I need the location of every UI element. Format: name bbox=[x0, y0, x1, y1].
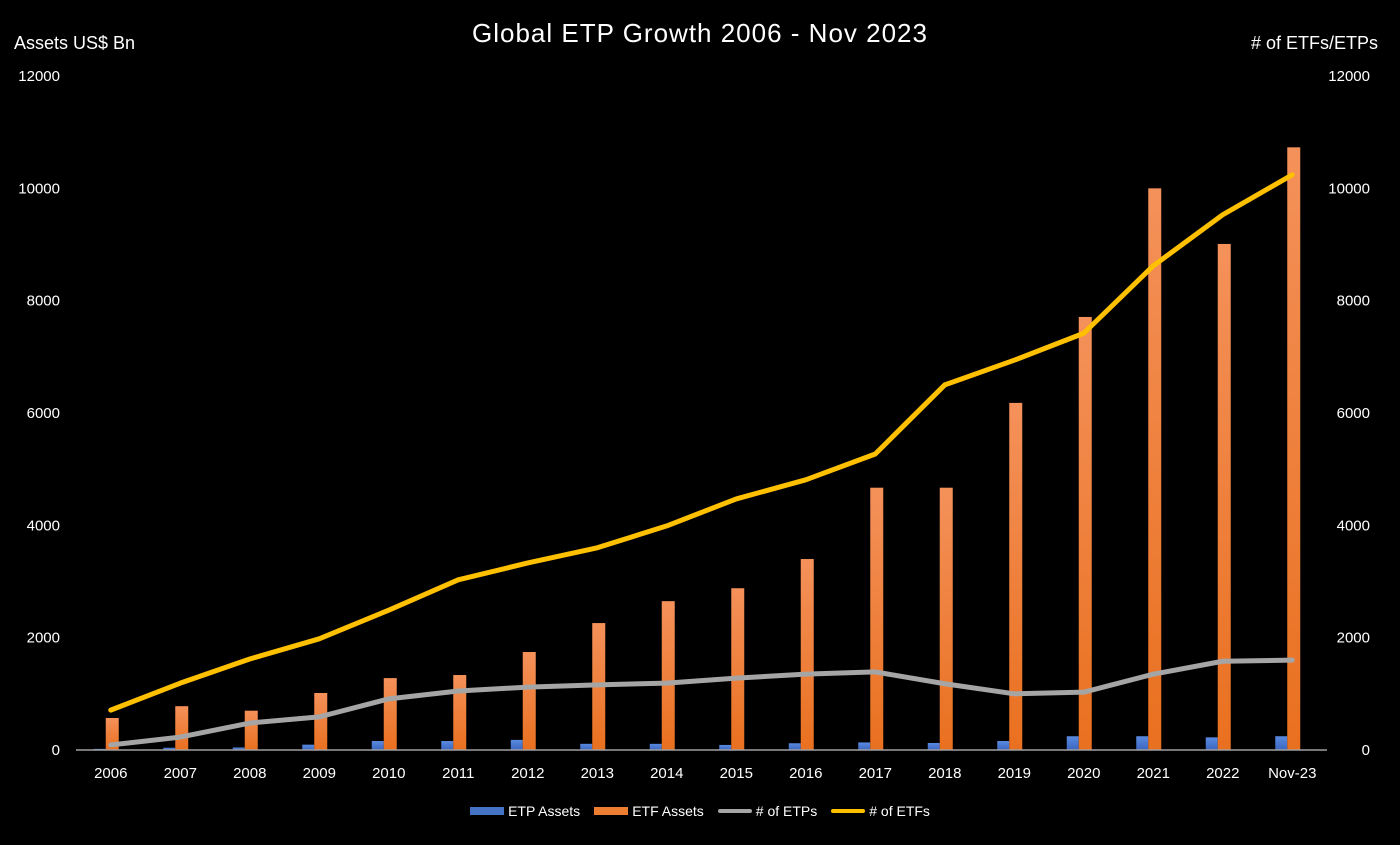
x-tick-label: 2013 bbox=[581, 765, 614, 782]
right-y-tick-label: 4000 bbox=[1337, 517, 1370, 534]
etf-assets-bar bbox=[731, 588, 745, 750]
x-tick-label: 2006 bbox=[94, 765, 127, 782]
etf-assets-bar bbox=[314, 692, 328, 750]
etp-assets-bar bbox=[1136, 736, 1149, 750]
x-tick-label: 2009 bbox=[303, 765, 336, 782]
etf-assets-bar bbox=[522, 651, 536, 750]
etp-assets-bar bbox=[1205, 737, 1218, 750]
legend-swatch bbox=[831, 809, 866, 813]
etf-assets-bar bbox=[1009, 402, 1023, 750]
right-y-tick-label: 12000 bbox=[1328, 68, 1370, 85]
left-y-tick-label: 4000 bbox=[27, 517, 60, 534]
x-tick-label: 2014 bbox=[650, 765, 683, 782]
x-tick-label: 2021 bbox=[1137, 765, 1170, 782]
etf-assets-bar bbox=[661, 601, 675, 750]
x-tick-label: Nov-23 bbox=[1268, 765, 1316, 782]
left-y-tick-label: 2000 bbox=[27, 630, 60, 647]
x-tick-label: 2017 bbox=[859, 765, 892, 782]
x-tick-label: 2020 bbox=[1067, 765, 1100, 782]
right-y-tick-label: 0 bbox=[1362, 742, 1370, 759]
x-tick-label: 2008 bbox=[233, 765, 266, 782]
right-y-tick-label: 10000 bbox=[1328, 180, 1370, 197]
etp-assets-bar bbox=[510, 739, 523, 750]
legend-swatch bbox=[470, 807, 505, 815]
x-tick-label: 2016 bbox=[789, 765, 822, 782]
legend-item: ETP Assets bbox=[470, 803, 580, 819]
etfs-count-line bbox=[108, 172, 1295, 713]
etf-assets-bar bbox=[800, 559, 814, 750]
etp-assets-bar bbox=[788, 743, 801, 750]
etp-assets-bar bbox=[927, 742, 940, 750]
chart-title: Global ETP Growth 2006 - Nov 2023 bbox=[472, 18, 928, 48]
right-y-tick-label: 8000 bbox=[1337, 293, 1370, 310]
etp-assets-bar bbox=[163, 747, 176, 750]
left-axis-label: Assets US$ Bn bbox=[14, 33, 136, 53]
legend-item: # of ETFs bbox=[831, 803, 930, 819]
right-axis-label: # of ETFs/ETPs bbox=[1250, 33, 1378, 53]
etf-assets-bar bbox=[244, 710, 258, 750]
left-y-tick-label: 12000 bbox=[18, 68, 60, 85]
left-y-tick-label: 0 bbox=[52, 742, 60, 759]
etf-assets-bar bbox=[939, 487, 953, 750]
etp-assets-bar bbox=[371, 741, 384, 750]
x-tick-label: 2019 bbox=[998, 765, 1031, 782]
legend-label: # of ETPs bbox=[755, 803, 818, 819]
legend-label: ETF Assets bbox=[632, 803, 704, 819]
etf-assets-bar bbox=[870, 487, 884, 750]
etf-assets-bar bbox=[383, 678, 397, 750]
x-tick-label: 2022 bbox=[1206, 765, 1239, 782]
etf-assets-bar bbox=[1078, 316, 1092, 750]
x-tick-label: 2012 bbox=[511, 765, 544, 782]
etf-assets-bar bbox=[175, 706, 189, 750]
legend-label: # of ETFs bbox=[869, 803, 930, 819]
legend-label: ETP Assets bbox=[508, 803, 581, 819]
legend-swatch bbox=[717, 809, 752, 813]
etf-assets-bar bbox=[1287, 147, 1301, 750]
left-y-tick-label: 10000 bbox=[18, 180, 60, 197]
legend: ETP Assets ETF Assets # of ETPs # of ETFs bbox=[0, 803, 1400, 819]
etps-count-line bbox=[108, 657, 1295, 748]
legend-item: # of ETPs bbox=[717, 803, 818, 819]
etf-assets-bar bbox=[1217, 243, 1231, 750]
etp-assets-bar bbox=[1066, 736, 1079, 750]
left-y-tick-label: 6000 bbox=[27, 405, 60, 422]
etp-assets-bar bbox=[858, 742, 871, 750]
x-tick-label: 2011 bbox=[442, 765, 474, 782]
x-tick-label: 2018 bbox=[928, 765, 961, 782]
etp-assets-bar bbox=[997, 741, 1010, 750]
right-y-tick-label: 2000 bbox=[1337, 630, 1370, 647]
etp-assets-bar bbox=[232, 747, 245, 750]
etf-assets-bar bbox=[453, 675, 467, 750]
etf-assets-bar bbox=[1148, 188, 1162, 751]
etp-assets-bar bbox=[649, 743, 662, 750]
etp-assets-bar bbox=[580, 743, 593, 750]
legend-swatch bbox=[594, 807, 629, 815]
etp-assets-bar bbox=[719, 744, 732, 750]
x-tick-label: 2015 bbox=[720, 765, 753, 782]
x-tick-label: 2010 bbox=[372, 765, 405, 782]
etp-assets-bar bbox=[302, 744, 315, 750]
right-y-tick-label: 6000 bbox=[1337, 405, 1370, 422]
legend-item: ETF Assets bbox=[594, 803, 704, 819]
x-tick-label: 2007 bbox=[164, 765, 197, 782]
etp-assets-bar bbox=[1275, 736, 1288, 750]
left-y-tick-label: 8000 bbox=[27, 293, 60, 310]
etp-assets-bar bbox=[441, 741, 454, 750]
